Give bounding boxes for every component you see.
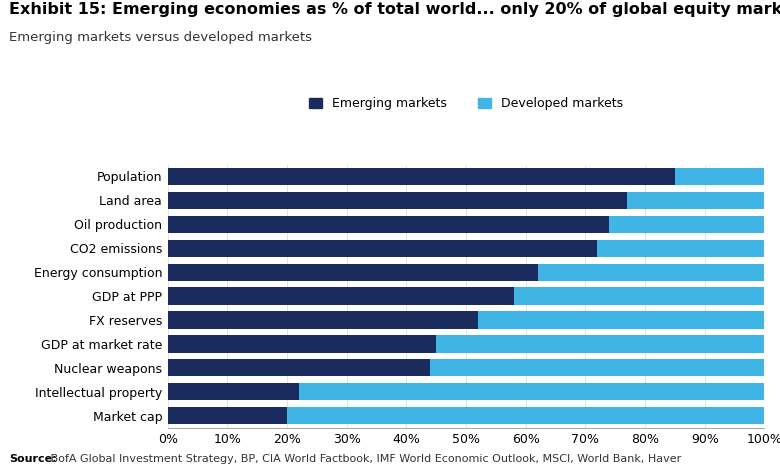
Bar xyxy=(168,359,431,376)
Bar xyxy=(436,335,764,352)
Bar xyxy=(168,240,597,257)
Bar xyxy=(168,216,609,233)
Bar xyxy=(431,359,764,376)
Legend: Emerging markets, Developed markets: Emerging markets, Developed markets xyxy=(310,97,622,110)
Text: Emerging markets versus developed markets: Emerging markets versus developed market… xyxy=(9,31,312,44)
Bar xyxy=(168,288,514,305)
Bar xyxy=(168,383,299,400)
Text: Source:: Source: xyxy=(9,454,57,464)
Bar xyxy=(168,312,478,329)
Text: BofA Global Investment Strategy, BP, CIA World Factbook, IMF World Economic Outl: BofA Global Investment Strategy, BP, CIA… xyxy=(47,454,681,464)
Bar xyxy=(287,407,764,424)
Bar xyxy=(609,216,764,233)
Text: Exhibit 15: Emerging economies as % of total world... only 20% of global equity : Exhibit 15: Emerging economies as % of t… xyxy=(9,2,780,17)
Bar xyxy=(675,168,764,185)
Bar xyxy=(514,288,764,305)
Bar xyxy=(168,192,627,209)
Bar xyxy=(168,168,675,185)
Bar xyxy=(627,192,764,209)
Bar xyxy=(597,240,764,257)
Bar xyxy=(299,383,764,400)
Bar xyxy=(168,407,287,424)
Bar xyxy=(168,335,436,352)
Bar xyxy=(478,312,764,329)
Bar xyxy=(168,264,537,281)
Bar xyxy=(537,264,764,281)
